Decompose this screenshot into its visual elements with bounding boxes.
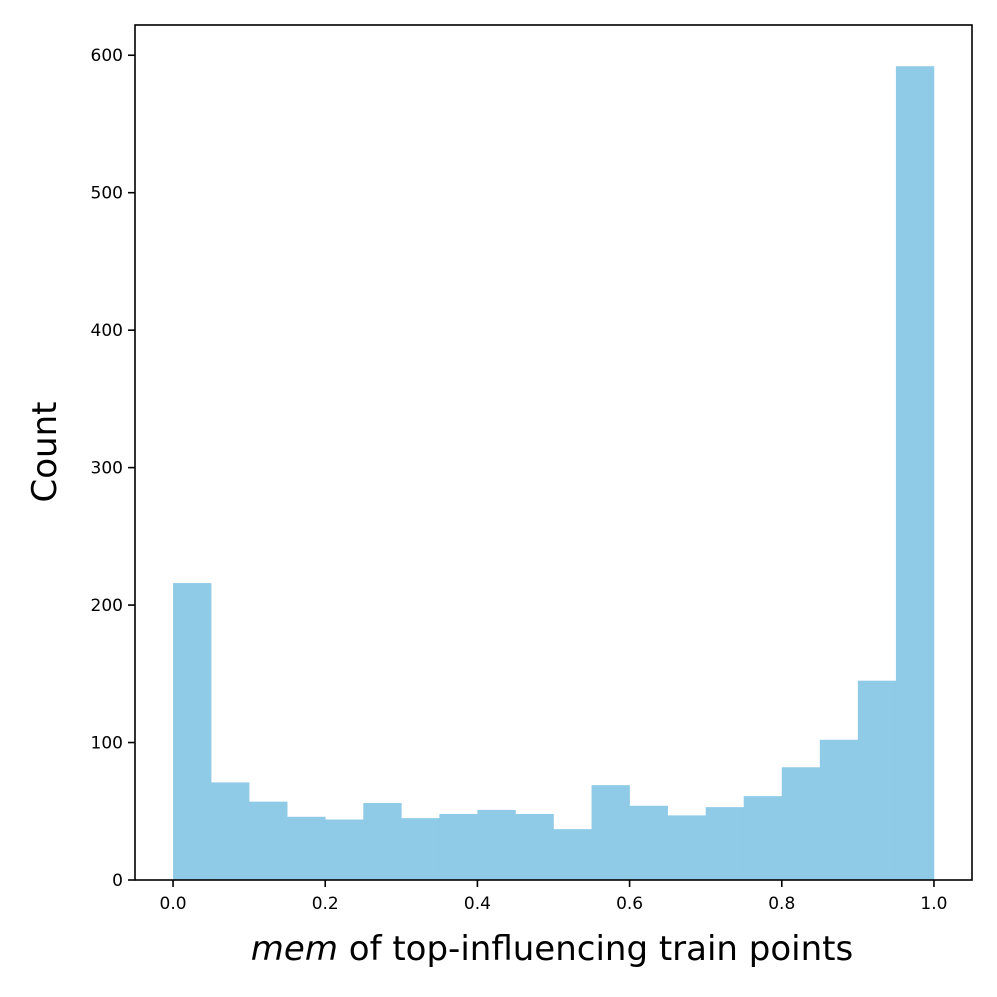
histogram-bar	[819, 739, 859, 880]
histogram-bar	[325, 819, 364, 880]
histogram-bar	[211, 782, 250, 880]
histogram-bar	[781, 767, 821, 880]
x-axis-ticks: 0.0 0.2 0.4 0.6 0.8 1.0	[160, 880, 947, 914]
x-tick-label: 0.4	[464, 894, 491, 914]
histogram-bar	[401, 818, 440, 880]
y-tick-label: 600	[91, 46, 123, 66]
histogram-bar	[705, 807, 745, 880]
x-tick-label: 0.6	[616, 894, 643, 914]
histogram-bar	[173, 583, 212, 880]
x-tick-label: 0.2	[312, 894, 339, 914]
histogram-bar	[743, 796, 783, 880]
y-axis-label: Count	[25, 402, 65, 503]
x-tick-label: 0.0	[160, 894, 187, 914]
histogram-bar	[895, 66, 935, 881]
x-axis-label: mem of top-influencing train points	[251, 929, 853, 969]
histogram-bar	[439, 814, 478, 880]
y-tick-label: 500	[91, 184, 123, 204]
histogram-bar	[667, 815, 706, 880]
histogram-bar	[477, 809, 516, 880]
histogram-bar	[591, 785, 630, 880]
x-tick-label: 0.8	[768, 894, 795, 914]
histogram-bars	[173, 66, 935, 881]
histogram-bar	[249, 801, 288, 880]
y-axis-ticks: 0 100 200 300 400 500 600	[91, 46, 135, 891]
histogram-bar	[515, 814, 554, 880]
histogram-bar	[629, 805, 668, 880]
histogram-bar	[287, 816, 326, 880]
y-tick-label: 0	[112, 871, 123, 891]
histogram-bar	[553, 829, 592, 880]
y-tick-label: 400	[91, 321, 123, 341]
x-tick-label: 1.0	[920, 894, 947, 914]
histogram-bar	[363, 803, 402, 880]
plot-frame	[134, 24, 973, 881]
y-tick-label: 300	[91, 459, 123, 479]
y-tick-label: 200	[91, 596, 123, 616]
histogram-bar	[857, 680, 897, 880]
y-tick-label: 100	[91, 734, 123, 754]
x-axis-label-rest: of top-influencing train points	[338, 929, 853, 969]
x-axis-label-emphasis: mem	[251, 929, 338, 969]
